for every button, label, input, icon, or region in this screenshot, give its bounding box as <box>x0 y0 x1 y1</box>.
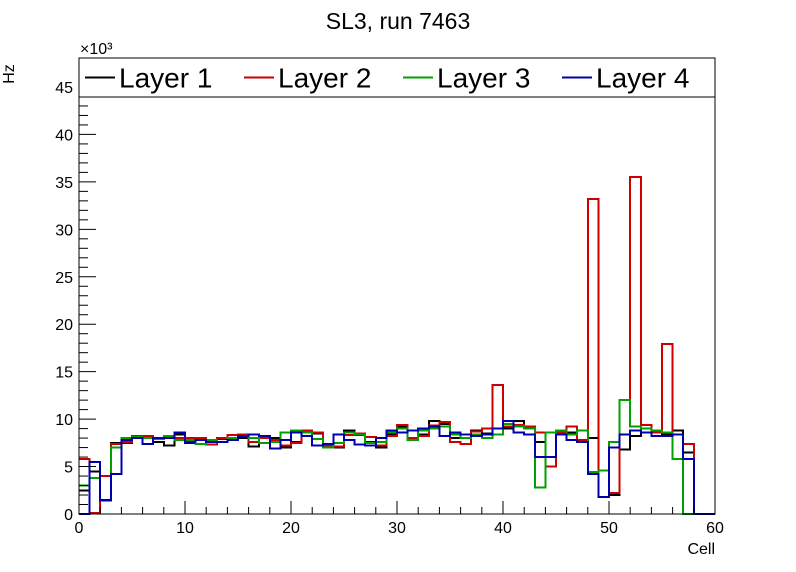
x-tick-label: 30 <box>388 520 406 537</box>
x-tick-label: 10 <box>176 520 194 537</box>
y-tick-label: 25 <box>55 270 73 287</box>
y-tick-label: 45 <box>55 80 73 97</box>
y-tick-label: 15 <box>55 365 73 382</box>
y-tick-label: 35 <box>55 175 73 192</box>
legend-label-layer-3: Layer 3 <box>437 63 530 94</box>
y-tick-label: 0 <box>64 507 73 524</box>
legend-label-layer-1: Layer 1 <box>119 63 212 94</box>
legend-label-layer-2: Layer 2 <box>278 63 371 94</box>
series-line-layer-4 <box>79 420 715 515</box>
x-axis-label: Cell <box>687 541 715 558</box>
y-tick-label: 20 <box>55 317 73 334</box>
y-multiplier-label: ×10³ <box>80 41 113 58</box>
x-tick-label: 0 <box>75 520 84 537</box>
x-tick-label: 60 <box>706 520 724 537</box>
y-tick-label: 5 <box>64 460 73 477</box>
chart-title: SL3, run 7463 <box>326 8 471 34</box>
legend-label-layer-4: Layer 4 <box>596 63 689 94</box>
y-tick-label: 30 <box>55 222 73 239</box>
series-layer <box>79 176 715 515</box>
x-tick-label: 40 <box>494 520 512 537</box>
legend: Layer 1 Layer 2 Layer 3 Layer 4 <box>78 57 716 98</box>
y-tick-label: 40 <box>55 127 73 144</box>
y-tick-label: 10 <box>55 412 73 429</box>
x-tick-label: 20 <box>282 520 300 537</box>
legend-box <box>78 57 716 98</box>
x-tick-label: 50 <box>600 520 618 537</box>
series-line-layer-2 <box>79 176 715 515</box>
y-axis-label: Hz <box>1 64 18 84</box>
axes-layer: 0 10 20 30 40 50 60 0 5 10 15 20 25 30 35 40 45 <box>55 67 724 537</box>
